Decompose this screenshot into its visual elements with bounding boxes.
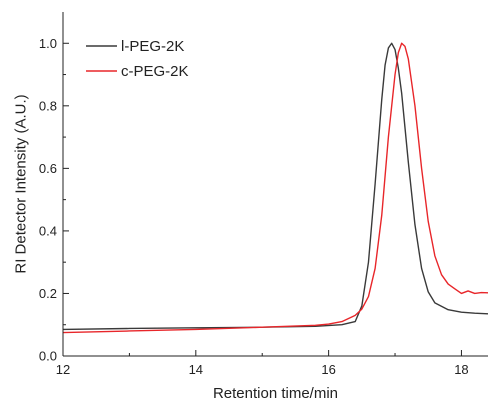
- plot-area: [62, 12, 488, 357]
- y-tick-label: 0.2: [39, 286, 57, 301]
- y-axis-label: RI Detector Intensity (A.U.): [12, 94, 29, 273]
- x-tick-label: 16: [321, 362, 335, 377]
- series-line-c-PEG-2K: [63, 42, 488, 334]
- y-tick-label: 0.4: [39, 223, 57, 238]
- y-tick-label: 0.6: [39, 161, 57, 176]
- y-axis-ticks: 0.0 0.2 0.4 0.6 0.8 1.0: [39, 36, 69, 364]
- x-axis-ticks: 12 14 16 18: [56, 350, 469, 377]
- legend-label: c-PEG-2K: [121, 63, 189, 80]
- series-line-l-PEG-2K: [63, 42, 488, 331]
- x-tick-label: 12: [56, 362, 70, 377]
- x-tick-label: 14: [189, 362, 203, 377]
- legend-label: l-PEG-2K: [121, 38, 184, 55]
- x-axis-label: Retention time/min: [213, 385, 338, 402]
- legend: l-PEG-2K c-PEG-2K: [86, 38, 189, 80]
- y-tick-label: 1.0: [39, 36, 57, 51]
- y-tick-label: 0.0: [39, 349, 57, 364]
- x-tick-label: 18: [454, 362, 468, 377]
- y-tick-label: 0.8: [39, 98, 57, 113]
